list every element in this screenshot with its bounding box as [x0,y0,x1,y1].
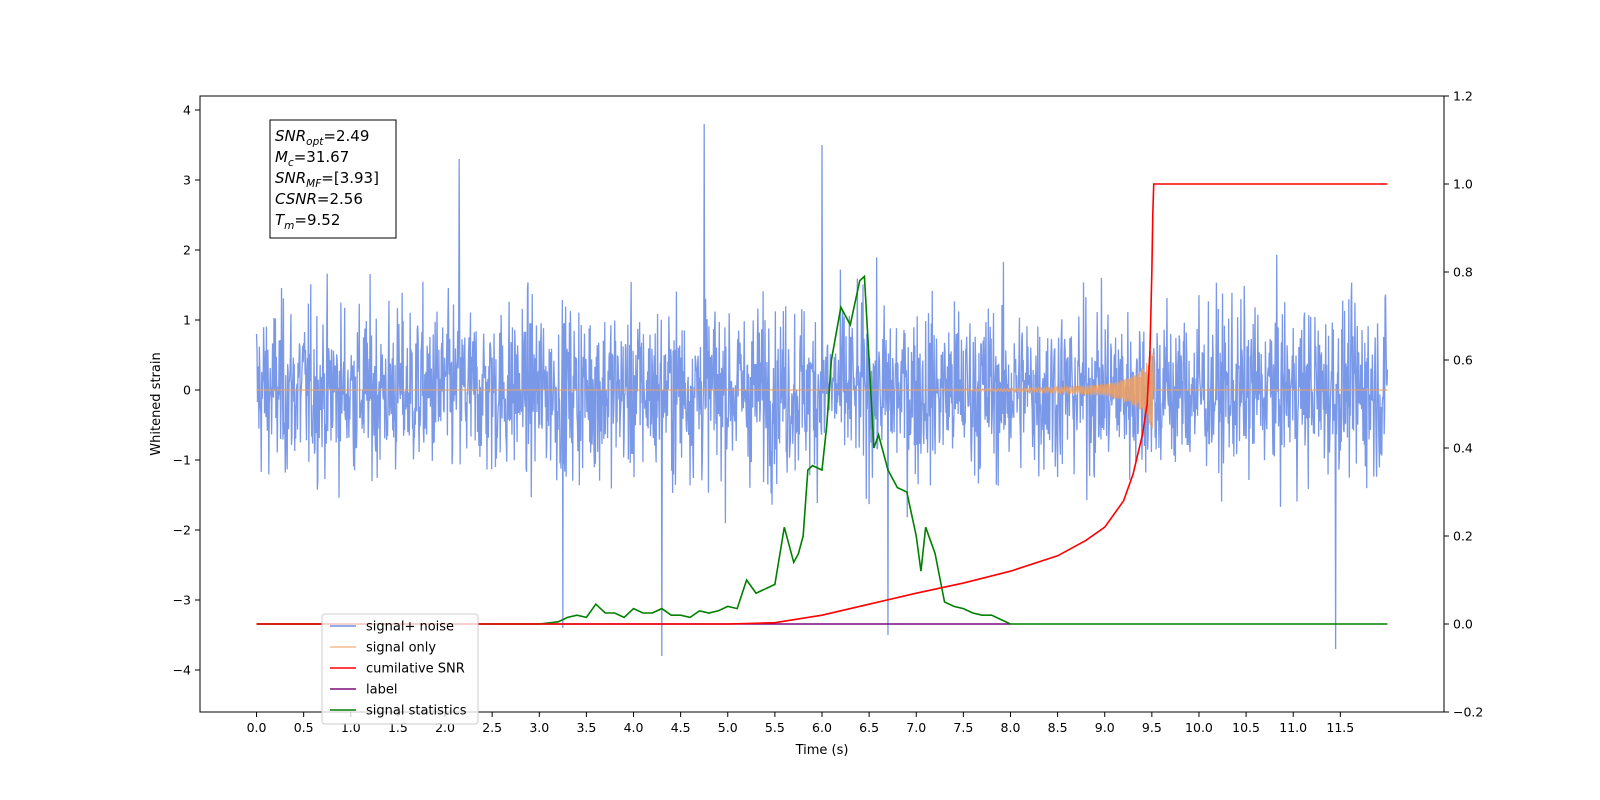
legend-entry: signal+ noise [366,620,454,635]
x-tick-label: 7.5 [953,720,973,735]
legend-entry: signal only [366,641,436,656]
annotation-line: Tm=9.52 [275,211,340,232]
y-tick-label: 3 [183,173,191,188]
y2-tick-label: 0.4 [1453,441,1473,456]
x-tick-label: 2.5 [482,720,502,735]
x-tick-label: 6.5 [859,720,879,735]
series-cumulative-snr-line [256,183,1388,625]
x-tick-label: 11.5 [1326,720,1354,735]
x-tick-label: 7.0 [906,720,926,735]
y-tick-label: 4 [183,103,191,118]
x-tick-label: 5.0 [718,720,738,735]
legend-frame [321,613,479,725]
series-signal-noise-line [255,123,1389,657]
annotation-line: SNRopt=2.49 [275,127,369,148]
y2-tick-label: 1.2 [1453,89,1473,104]
x-tick-label: 8.0 [1001,720,1021,735]
y-tick-label: −1 [173,453,191,468]
x-tick-label: 6.0 [812,720,832,735]
y-tick-label: 2 [183,243,191,258]
y-tick-label: −3 [173,593,191,608]
x-tick-label: 9.5 [1142,720,1162,735]
series-signal-statistics-line [256,274,1388,625]
y2-tick-label: 0.0 [1453,617,1473,632]
x-tick-label: 10.0 [1185,720,1213,735]
annotation-frame [269,119,397,239]
y2-tick-label: −0.2 [1453,705,1483,720]
x-tick-label: 11.0 [1279,720,1307,735]
annotation-line: Mc=31.67 [275,148,349,169]
x-axis-label: Time (s) [795,743,849,758]
y-tick-label: 0 [183,383,191,398]
x-tick-label: 0.0 [247,720,267,735]
series-signal-only-line [256,352,1388,429]
y-axis-label: Whitened strain [149,352,164,455]
legend: signal+ noise signal only cumilative SNR la… [321,613,479,725]
y2-tick-label: 0.2 [1453,529,1473,544]
y2-tick-label: 1.0 [1453,177,1473,192]
ticks-layer: 0.0 0.5 1.0 1.5 2.0 2.5 3.0 3.5 4.0 4.5 5.0 5.5 6.0 6… [173,89,1484,736]
y-tick-label: −2 [173,523,191,538]
x-tick-label: 8.5 [1048,720,1068,735]
x-tick-label: 0.5 [294,720,314,735]
x-tick-label: 9.0 [1095,720,1115,735]
x-tick-label: 3.0 [529,720,549,735]
x-tick-label: 5.5 [765,720,785,735]
x-tick-label: 10.5 [1232,720,1260,735]
y-tick-label: −4 [173,663,191,678]
x-tick-label: 3.5 [576,720,596,735]
y2-tick-label: 0.8 [1453,265,1473,280]
annotation-line: SNRMF=[3.93] [275,169,379,190]
legend-entry: label [366,683,397,698]
x-tick-label: 4.5 [671,720,691,735]
annotation-line: CSNR=2.56 [275,190,363,208]
x-tick-label: 4.0 [624,720,644,735]
legend-entry: signal statistics [366,704,467,719]
annotation-box: SNRopt=2.49Mc=31.67SNRMF=[3.93]CSNR=2.56… [269,119,397,239]
legend-entry: cumilative SNR [366,662,465,677]
y-tick-label: 1 [183,313,191,328]
y2-tick-label: 0.6 [1453,353,1473,368]
